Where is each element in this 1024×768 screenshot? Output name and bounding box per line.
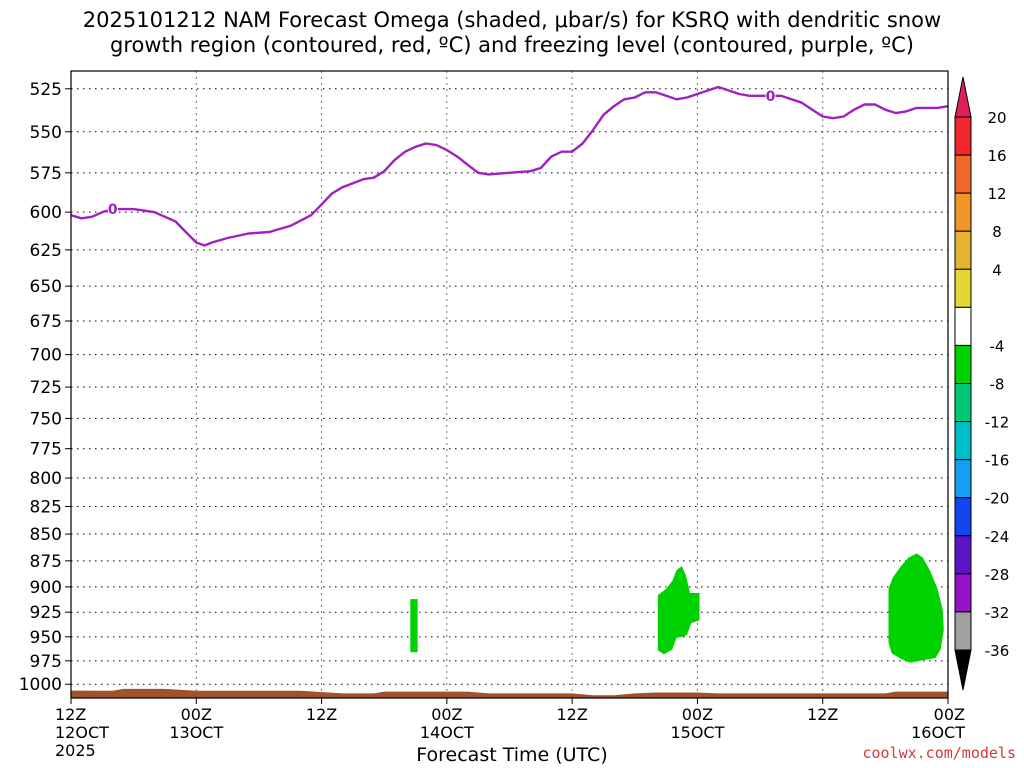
colorbar-box [954, 383, 972, 423]
y-tick-label: 775 [30, 440, 62, 460]
colorbar-label: 20 [987, 109, 1006, 127]
colorbar-box [954, 497, 972, 537]
colorbar-top-arrow [954, 76, 972, 118]
colorbar-box [954, 344, 972, 384]
y-tick-label: 1000 [19, 675, 62, 695]
x-tick-date-label: 12OCT [55, 723, 109, 742]
x-tick-date-label: 14OCT [420, 723, 474, 742]
colorbar-label: -16 [985, 452, 1010, 470]
y-tick-label: 900 [30, 578, 62, 598]
data-layer: 00 [71, 85, 948, 698]
y-tick-label: 725 [30, 378, 62, 398]
colorbar-box [954, 573, 972, 613]
freezing-level-label: 0 [108, 202, 118, 218]
x-tick-label: 00Z [934, 705, 965, 724]
y-tick-label: 750 [30, 409, 62, 429]
colorbar-box [954, 611, 972, 651]
y-tick-label: 925 [30, 603, 62, 623]
colorbar-legend: 20 16 12 8 4 -4 -8 -12 -16 -20 -24 -28 -32 -36 [954, 76, 1010, 691]
y-tick-label: 600 [30, 203, 62, 223]
colorbar-box [954, 268, 972, 308]
y-tick-label: 700 [30, 346, 62, 366]
freezing-level-label: 0 [766, 89, 776, 105]
x-tick-label: 00Z [181, 705, 212, 724]
omega-region [888, 553, 944, 663]
colorbar-box [954, 459, 972, 499]
colorbar-box [954, 192, 972, 232]
omega-region [657, 566, 700, 655]
colorbar-label: -12 [985, 414, 1010, 432]
y-tick-label: 550 [30, 123, 62, 143]
y-tick-label: 575 [30, 164, 62, 184]
colorbar-label: -28 [985, 566, 1010, 584]
y-tick-label: 850 [30, 525, 62, 545]
omega-region [410, 599, 418, 653]
x-tick-date-label: 15OCT [670, 723, 724, 742]
colorbar-box [954, 116, 972, 156]
freezing-level-label-bg [107, 202, 118, 217]
x-tick-date-label: 16OCT [911, 723, 965, 742]
x-tick-label: 12Z [306, 705, 337, 724]
y-tick-label: 875 [30, 552, 62, 572]
colorbar-box [954, 154, 972, 194]
x-axis-title: Forecast Time (UTC) [416, 744, 608, 766]
credit-text: coolwx.com/models [862, 744, 1016, 762]
colorbar-label: -36 [985, 642, 1010, 660]
colorbar-label: -32 [985, 604, 1010, 622]
x-tick-label: 00Z [431, 705, 462, 724]
y-tick-label: 800 [30, 469, 62, 489]
x-tick-label: 00Z [682, 705, 713, 724]
grid-lines [71, 71, 948, 698]
x-tick-label: 12Z [556, 705, 587, 724]
y-tick-label: 825 [30, 497, 62, 517]
colorbar-bottom-arrow [954, 649, 972, 691]
y-tick-label: 975 [30, 652, 62, 672]
plot-frame [70, 70, 949, 699]
y-tick-label: 625 [30, 241, 62, 261]
colorbar-label: 16 [987, 147, 1006, 165]
colorbar-box [954, 535, 972, 575]
colorbar-label: -4 [990, 337, 1005, 355]
y-tick-label: 525 [30, 80, 62, 100]
colorbar-box [954, 306, 972, 346]
x-tick-date-label: 13OCT [169, 723, 223, 742]
colorbar-label: -8 [990, 376, 1005, 394]
colorbar-label: -24 [985, 528, 1010, 546]
freezing-level-label-bg [765, 88, 776, 103]
colorbar-box [954, 230, 972, 270]
chart-title: 2025101212 NAM Forecast Omega (shaded, μ… [82, 8, 942, 57]
y-tick-label: 950 [30, 628, 62, 648]
freezing-level-line [71, 85, 948, 247]
x-tick-label: 12Z [55, 705, 86, 724]
x-tick-label: 12Z [807, 705, 838, 724]
y-axis: 525 550 575 600 625 650 675 700 725 750 775 800 825 8… [19, 80, 71, 695]
colorbar-label: 12 [987, 185, 1006, 203]
colorbar-label: 8 [992, 223, 1002, 241]
ground-terrain [71, 688, 948, 698]
x-tick-year-label: 2025 [55, 741, 96, 760]
colorbar-box [954, 421, 972, 461]
colorbar-label: -20 [985, 490, 1010, 508]
y-tick-label: 675 [30, 312, 62, 332]
y-tick-label: 650 [30, 277, 62, 297]
colorbar-label: 4 [992, 261, 1002, 279]
